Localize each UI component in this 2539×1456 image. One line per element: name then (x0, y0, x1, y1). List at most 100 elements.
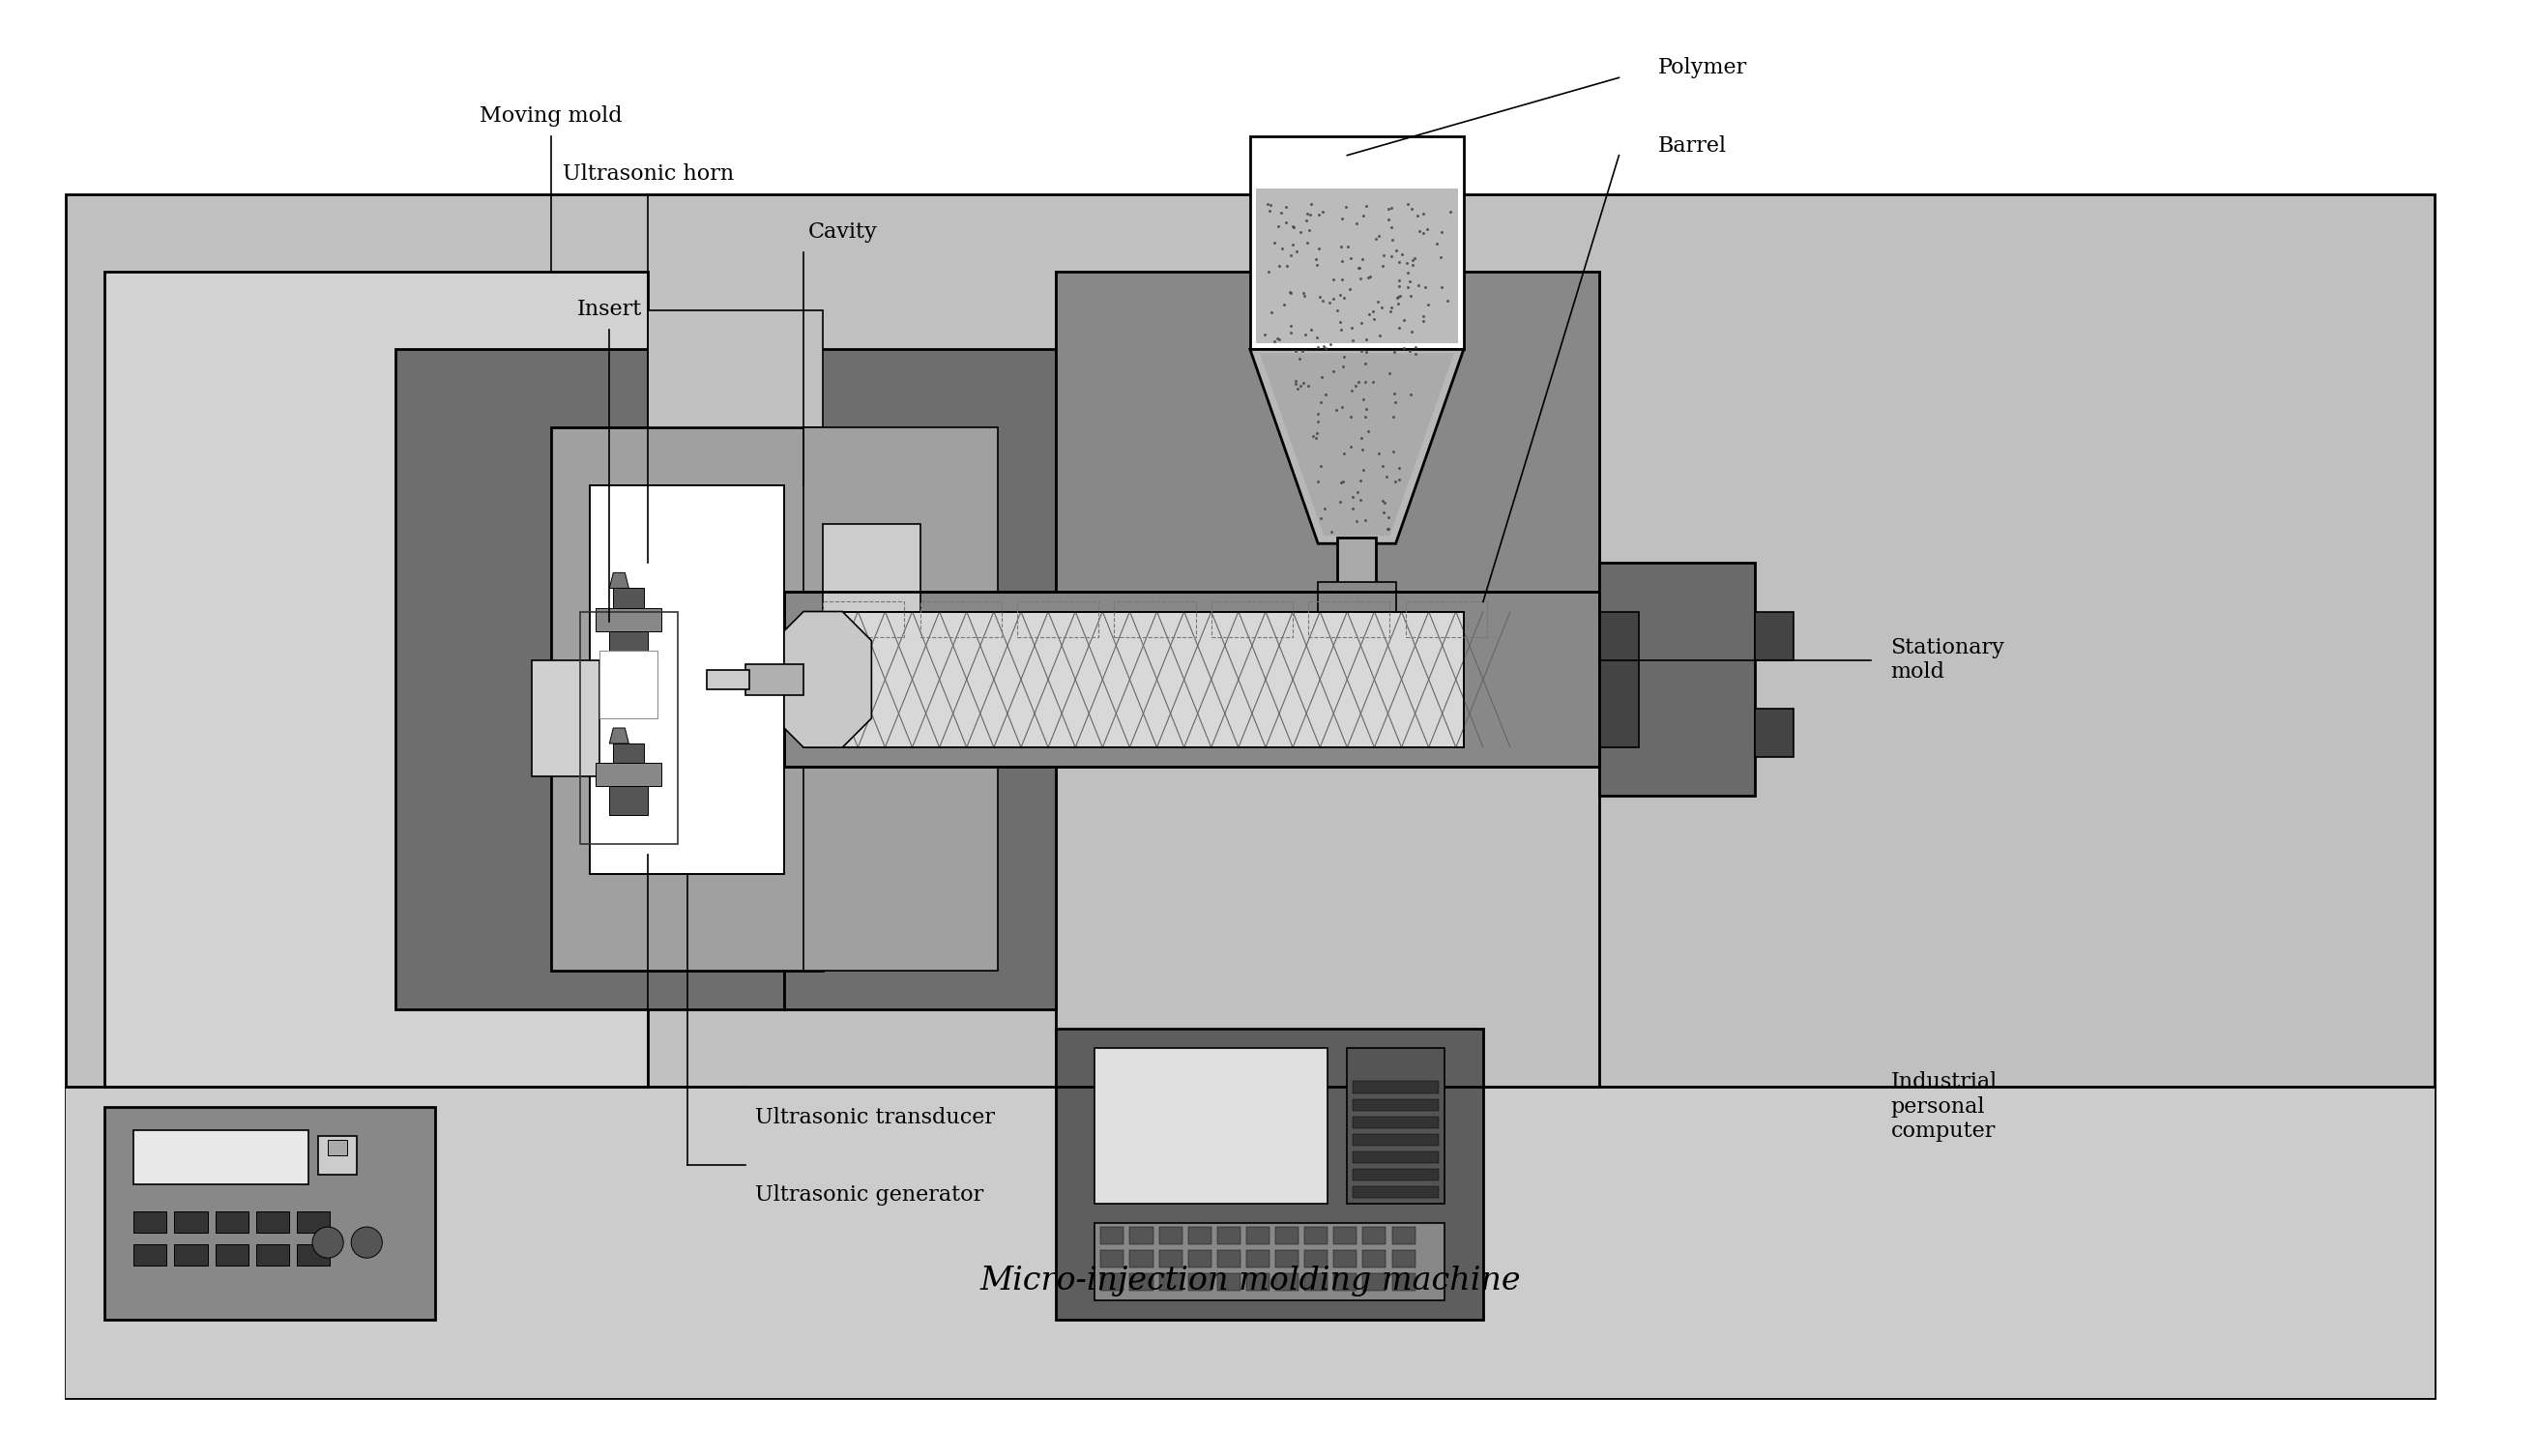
Bar (216, 1245, 249, 1265)
Bar (256, 1211, 289, 1233)
Bar (104, 272, 647, 1088)
Bar (1188, 1251, 1211, 1268)
Bar (581, 612, 678, 844)
Bar (1353, 1082, 1440, 1093)
Bar (785, 593, 1600, 767)
Bar (785, 593, 1600, 767)
Text: Ultrasonic horn: Ultrasonic horn (564, 163, 734, 185)
Bar (1353, 1187, 1440, 1198)
Bar (802, 612, 1462, 747)
Bar (1247, 1274, 1270, 1291)
Bar (1056, 272, 1600, 641)
Bar (785, 349, 1056, 1009)
Polygon shape (609, 572, 630, 588)
Polygon shape (1259, 354, 1455, 536)
Bar (614, 588, 645, 607)
Bar (1158, 1251, 1183, 1268)
Text: Polymer: Polymer (1658, 57, 1747, 79)
Bar (551, 427, 823, 971)
Bar (1391, 1274, 1414, 1291)
Bar (1353, 1169, 1440, 1181)
Bar (919, 601, 1000, 636)
Bar (1130, 1227, 1153, 1245)
Polygon shape (1249, 349, 1462, 543)
Bar (1318, 582, 1396, 612)
Bar (297, 1245, 330, 1265)
Bar (1056, 1029, 1483, 1321)
Bar (1754, 709, 1793, 757)
Bar (1275, 1227, 1297, 1245)
Bar (1305, 1274, 1328, 1291)
Bar (746, 664, 802, 695)
Bar (802, 612, 1462, 747)
Bar (614, 744, 645, 763)
Bar (1211, 601, 1292, 636)
Bar (1257, 188, 1457, 344)
Bar (1333, 1251, 1356, 1268)
Bar (1249, 135, 1462, 349)
Bar (609, 630, 647, 660)
Bar (1247, 1251, 1270, 1268)
Bar (1099, 1274, 1125, 1291)
Bar (1333, 1274, 1356, 1291)
Bar (589, 485, 785, 874)
Text: Ultrasonic transducer: Ultrasonic transducer (754, 1107, 995, 1128)
Bar (1056, 272, 1600, 1088)
Bar (1407, 601, 1488, 636)
Bar (843, 680, 881, 738)
Bar (1363, 1274, 1386, 1291)
Text: Stationary
mold: Stationary mold (1892, 638, 2006, 683)
Bar (216, 1211, 249, 1233)
Bar (1353, 1117, 1440, 1128)
Bar (1188, 1227, 1211, 1245)
Bar (1363, 1251, 1386, 1268)
Bar (1094, 1223, 1445, 1300)
Bar (66, 194, 2435, 1398)
Bar (175, 1245, 208, 1265)
Bar (1130, 1274, 1153, 1291)
Bar (1600, 612, 1638, 747)
Bar (597, 607, 663, 630)
Bar (1305, 1227, 1328, 1245)
Bar (1391, 1227, 1414, 1245)
Bar (823, 601, 904, 636)
Bar (1099, 1251, 1125, 1268)
Bar (1099, 1227, 1125, 1245)
Bar (1353, 1152, 1440, 1163)
Bar (823, 524, 919, 641)
Bar (1333, 1227, 1356, 1245)
Bar (135, 1130, 307, 1184)
Bar (802, 427, 998, 971)
Bar (599, 651, 658, 718)
Bar (175, 1211, 208, 1233)
Circle shape (350, 1227, 383, 1258)
Bar (647, 310, 823, 427)
Bar (706, 670, 749, 689)
Circle shape (312, 1227, 343, 1258)
Bar (1247, 1227, 1270, 1245)
Bar (1275, 1251, 1297, 1268)
Polygon shape (785, 612, 871, 747)
Bar (256, 1245, 289, 1265)
Bar (1353, 1099, 1440, 1111)
Text: Industrial
personal
computer: Industrial personal computer (1892, 1072, 1998, 1142)
Bar (1600, 563, 1754, 796)
Bar (1308, 601, 1389, 636)
Bar (1305, 1251, 1328, 1268)
Bar (1094, 1048, 1328, 1204)
Bar (297, 1211, 330, 1233)
Bar (589, 485, 785, 874)
Bar (1018, 601, 1099, 636)
Bar (135, 1245, 168, 1265)
Bar (1216, 1251, 1242, 1268)
Bar (1353, 1134, 1440, 1146)
Bar (1188, 1274, 1211, 1291)
Bar (1158, 1227, 1183, 1245)
Bar (1130, 1251, 1153, 1268)
Text: Cavity: Cavity (807, 221, 876, 243)
Bar (531, 660, 599, 776)
Bar (328, 1140, 348, 1155)
Bar (1348, 1048, 1445, 1204)
Bar (317, 1136, 358, 1175)
Bar (104, 1107, 434, 1321)
